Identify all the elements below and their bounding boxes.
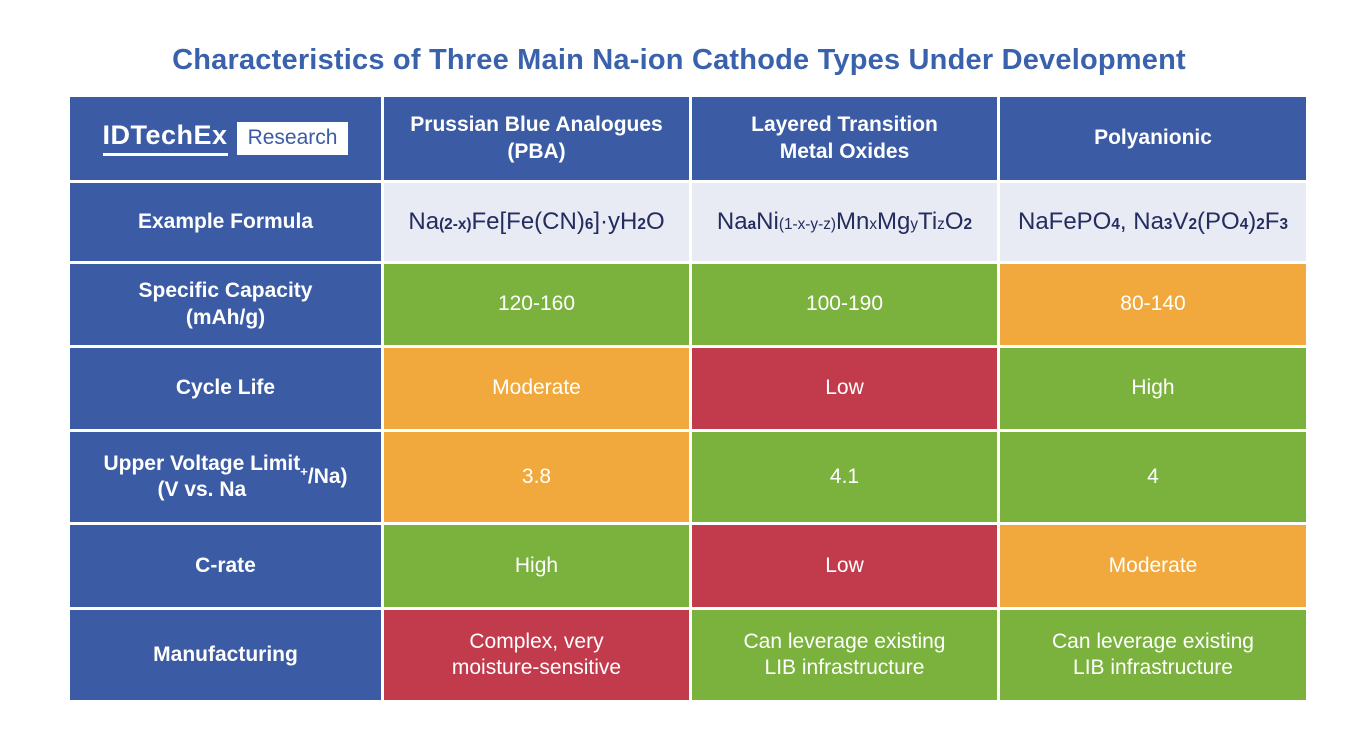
table-cell-r3-c3: High <box>1000 348 1306 429</box>
table-cell-r5-c3: Moderate <box>1000 525 1306 607</box>
row-label-6: Manufacturing <box>70 610 381 700</box>
infographic-page: Characteristics of Three Main Na-ion Cat… <box>70 44 1306 700</box>
table-cell-r3-c1: Moderate <box>384 348 689 429</box>
row-label-1: Example Formula <box>70 183 381 261</box>
table-cell-r4-c1: 3.8 <box>384 432 689 522</box>
table-cell-r2-c2: 100-190 <box>692 264 997 345</box>
table-cell-r4-c3: 4 <box>1000 432 1306 522</box>
research-badge: Research <box>236 121 349 156</box>
column-header-1: Prussian Blue Analogues (PBA) <box>384 97 689 180</box>
cathode-comparison-table: IDTechEx Research Prussian Blue Analogue… <box>70 97 1306 700</box>
table-cell-r2-c3: 80-140 <box>1000 264 1306 345</box>
table-cell-r5-c1: High <box>384 525 689 607</box>
table-cell-r4-c2: 4.1 <box>692 432 997 522</box>
table-cell-r1-c3: NaFePO 4, Na 3 V 2 (PO 4) 2 F 3 <box>1000 183 1306 261</box>
table-cell-r3-c2: Low <box>692 348 997 429</box>
table-cell-r5-c2: Low <box>692 525 997 607</box>
table-cell-r1-c1: Na (2-x) Fe[Fe(CN) 6]·yH 2 O <box>384 183 689 261</box>
page-title: Characteristics of Three Main Na-ion Cat… <box>172 44 1186 76</box>
row-label-3: Cycle Life <box>70 348 381 429</box>
table-cell-r2-c1: 120-160 <box>384 264 689 345</box>
idtechex-logo: IDTechEx Research <box>102 121 349 156</box>
table-cell-r1-c2: Na a Ni (1-x-y-z) Mn x Mg y Ti z O 2 <box>692 183 997 261</box>
row-label-4: Upper Voltage Limit (V vs. Na +/Na) <box>70 432 381 522</box>
logo-cell: IDTechEx Research <box>70 97 381 180</box>
table-cell-r6-c1: Complex, very moisture-sensitive <box>384 610 689 700</box>
column-header-2: Layered Transition Metal Oxides <box>692 97 997 180</box>
table-cell-r6-c3: Can leverage existing LIB infrastructure <box>1000 610 1306 700</box>
row-label-2: Specific Capacity (mAh/g) <box>70 264 381 345</box>
row-label-5: C-rate <box>70 525 381 607</box>
column-header-3: Polyanionic <box>1000 97 1306 180</box>
idtechex-wordmark: IDTechEx <box>102 121 228 156</box>
table-cell-r6-c2: Can leverage existing LIB infrastructure <box>692 610 997 700</box>
